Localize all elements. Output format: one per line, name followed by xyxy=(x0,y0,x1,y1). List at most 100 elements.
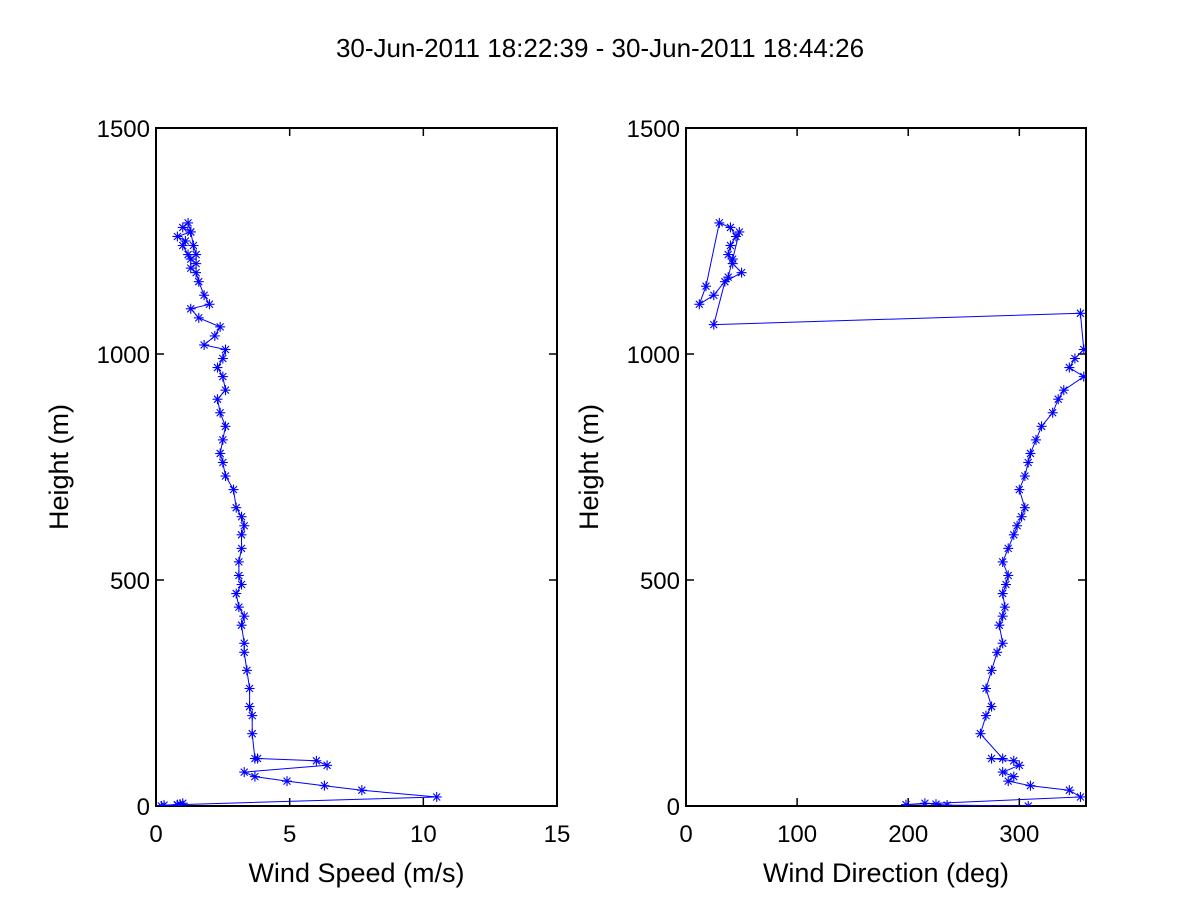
speed-data-point xyxy=(236,579,247,590)
direction-data-point xyxy=(901,799,911,806)
speed-data-point xyxy=(228,484,239,495)
speed-data-point xyxy=(217,371,228,382)
speed-data-point xyxy=(217,434,228,445)
direction-x-tick-label: 300 xyxy=(999,821,1039,848)
direction-data-point xyxy=(723,272,734,283)
speed-data-point xyxy=(191,267,202,278)
direction-data-point xyxy=(997,767,1008,778)
speed-data-point xyxy=(244,683,255,694)
speed-data-point xyxy=(233,602,244,613)
speed-data-point xyxy=(215,448,226,459)
direction-data-point xyxy=(931,799,941,806)
direction-x-tick-label: 100 xyxy=(777,821,817,848)
speed-data-point xyxy=(185,303,196,314)
direction-data-point xyxy=(725,222,736,233)
speed-data-point xyxy=(215,407,226,418)
speed-data-point xyxy=(220,385,231,396)
speed-data-point xyxy=(311,755,322,766)
direction-data-point xyxy=(986,665,997,676)
figure-title: 30-Jun-2011 18:22:39 - 30-Jun-2011 18:44… xyxy=(336,33,864,63)
speed-data-point xyxy=(231,502,242,513)
speed-y-tick-label: 1500 xyxy=(97,116,150,143)
speed-data-point xyxy=(159,800,170,806)
direction-data-point xyxy=(919,798,930,806)
direction-data-point xyxy=(701,281,711,292)
direction-data-point xyxy=(1069,353,1080,364)
direction-data-point xyxy=(1001,579,1011,590)
speed-data-point xyxy=(356,785,367,796)
speed-data-point xyxy=(239,520,250,531)
direction-data-point xyxy=(727,254,738,265)
speed-data-point xyxy=(239,647,250,658)
direction-y-tick-label: 0 xyxy=(667,794,680,821)
direction-data-point xyxy=(1078,344,1086,355)
speed-data-point xyxy=(431,791,442,802)
speed-data-point xyxy=(236,543,247,554)
speed-data-point xyxy=(193,276,204,287)
direction-data-point xyxy=(1008,755,1019,766)
direction-data-point xyxy=(734,226,745,237)
speed-data-point xyxy=(199,339,210,350)
speed-x-axis-label: Wind Speed (m/s) xyxy=(248,858,464,888)
speed-data-point xyxy=(209,330,220,341)
speed-data-point xyxy=(239,767,250,778)
direction-data-point xyxy=(986,753,997,764)
speed-data-point xyxy=(322,760,333,771)
speed-data-point xyxy=(212,394,223,405)
direction-data-point xyxy=(1014,484,1025,495)
speed-x-tick-label: 15 xyxy=(544,821,571,848)
speed-data-point xyxy=(239,638,250,649)
speed-data-point xyxy=(319,780,330,791)
direction-data-point xyxy=(1019,502,1030,513)
speed-data-point xyxy=(199,290,210,301)
direction-x-tick-label: 200 xyxy=(888,821,928,848)
direction-data-point xyxy=(736,267,747,278)
speed-data-point xyxy=(239,611,250,622)
direction-data-point xyxy=(1003,776,1014,787)
direction-data-point xyxy=(1008,771,1019,782)
direction-data-point xyxy=(942,800,953,806)
direction-data-point xyxy=(708,290,719,301)
speed-data-point xyxy=(183,217,194,228)
direction-x-axis-label: Wind Direction (deg) xyxy=(763,858,1009,888)
direction-data-point xyxy=(992,647,1003,658)
direction-data-point xyxy=(986,701,997,712)
direction-data-point xyxy=(997,638,1008,649)
direction-data-point xyxy=(997,611,1008,622)
speed-data-point xyxy=(191,249,202,260)
direction-data-point xyxy=(1064,785,1075,796)
direction-data-point xyxy=(997,588,1008,599)
speed-y-axis-label: Height (m) xyxy=(44,404,74,530)
speed-data-point xyxy=(177,240,188,251)
speed-data-point xyxy=(188,240,199,251)
speed-data-point xyxy=(217,353,228,364)
wind-speed-panel: 0 5 10 15 0 500 1000 1500 Wind Speed (m/s) Height… xyxy=(44,116,570,888)
speed-x-tick-label: 10 xyxy=(410,821,437,848)
speed-axes-box xyxy=(155,127,558,807)
direction-data-point xyxy=(694,299,705,310)
direction-data-point xyxy=(1025,448,1036,459)
speed-data-point xyxy=(217,457,228,468)
speed-data-point xyxy=(193,312,204,323)
speed-data-point xyxy=(215,321,226,332)
speed-data-point xyxy=(220,344,231,355)
direction-data-point xyxy=(1058,385,1069,396)
speed-data-point xyxy=(236,620,247,631)
speed-data-point xyxy=(247,710,258,721)
direction-data-point xyxy=(999,602,1010,613)
speed-data-point xyxy=(249,771,260,782)
speed-data-point xyxy=(191,258,202,269)
speed-data-point xyxy=(185,263,196,274)
speed-data-point xyxy=(183,249,194,260)
speed-data-point xyxy=(220,421,231,432)
direction-data-point xyxy=(708,319,719,330)
speed-data-point xyxy=(244,701,255,712)
direction-data-point xyxy=(1008,529,1019,540)
speed-data-point xyxy=(233,570,244,581)
speed-data-point xyxy=(247,728,258,739)
direction-data-point xyxy=(997,556,1008,567)
speed-data-point xyxy=(249,753,260,764)
direction-axes-box xyxy=(685,127,1087,807)
direction-series xyxy=(694,217,1086,806)
